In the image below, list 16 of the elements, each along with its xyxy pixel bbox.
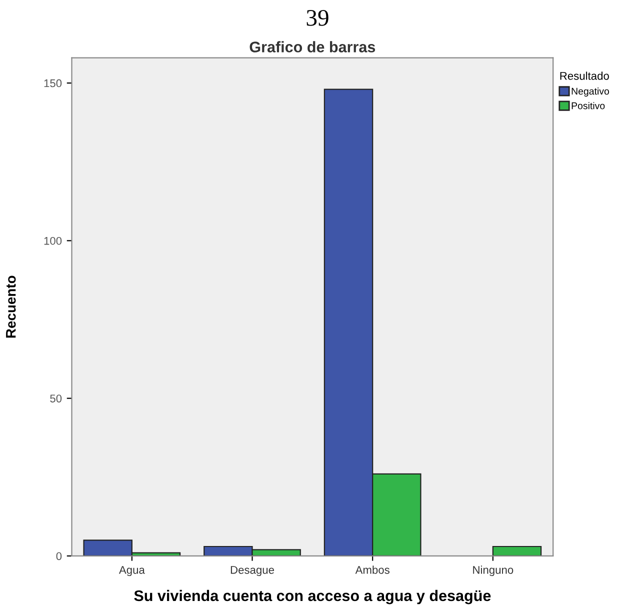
y-tick-label: 150: [44, 79, 62, 88]
x-tick-label: Agua: [118, 566, 145, 576]
x-tick-label: Ambos: [355, 566, 390, 574]
legend-label: Negativo: [572, 88, 610, 97]
x-tick-label: Ninguno: [473, 566, 514, 576]
chart-title: Grafico de barras: [250, 41, 376, 52]
y-tick-label: 0: [56, 552, 62, 560]
bar: [492, 546, 542, 556]
y-tick-label: 50: [50, 394, 62, 402]
legend-label: Positivo: [572, 102, 605, 110]
legend-title: Resultado: [560, 72, 609, 80]
y-tick-label: 100: [44, 236, 62, 245]
text: 39: [306, 10, 328, 26]
x-tick-label: Desague: [230, 566, 274, 576]
y-axis-title: Recuento: [6, 276, 16, 338]
x-axis-title: Su vivienda cuenta con acceso a agua y desagüe: [134, 590, 491, 604]
